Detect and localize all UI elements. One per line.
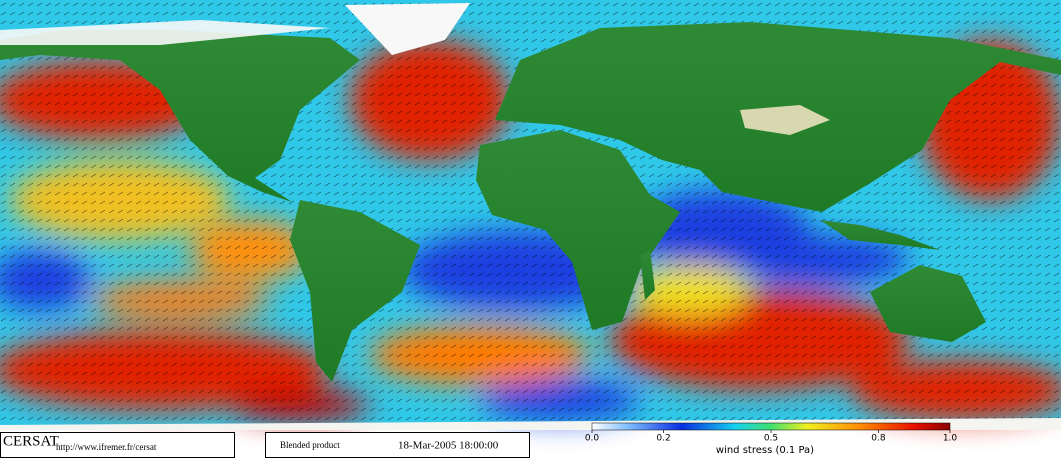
colorbar-tick-label: 0.2 [656,434,670,444]
colorbar-tick-label: 1.0 [943,434,958,444]
colorbar-tick-label: 0.5 [764,434,778,444]
colorbar [591,422,951,431]
ice [0,3,830,135]
colorbar-tick-label: 0.0 [585,434,600,444]
info-box [0,432,235,458]
colorbar-tick-label: 0.8 [871,434,886,444]
date: 18-Mar-2005 18:00:00 [398,440,499,452]
url: http://www.ifremer.fr/cersat [56,442,157,452]
logo: CERSAT [3,433,59,449]
colorbar-ticks: 0.0 0.2 0.5 0.8 1.0 [585,430,958,444]
colorbar-label: wind stress (0.1 Pa) [716,445,814,456]
product-box [265,432,530,458]
product: Blended product [280,440,340,450]
